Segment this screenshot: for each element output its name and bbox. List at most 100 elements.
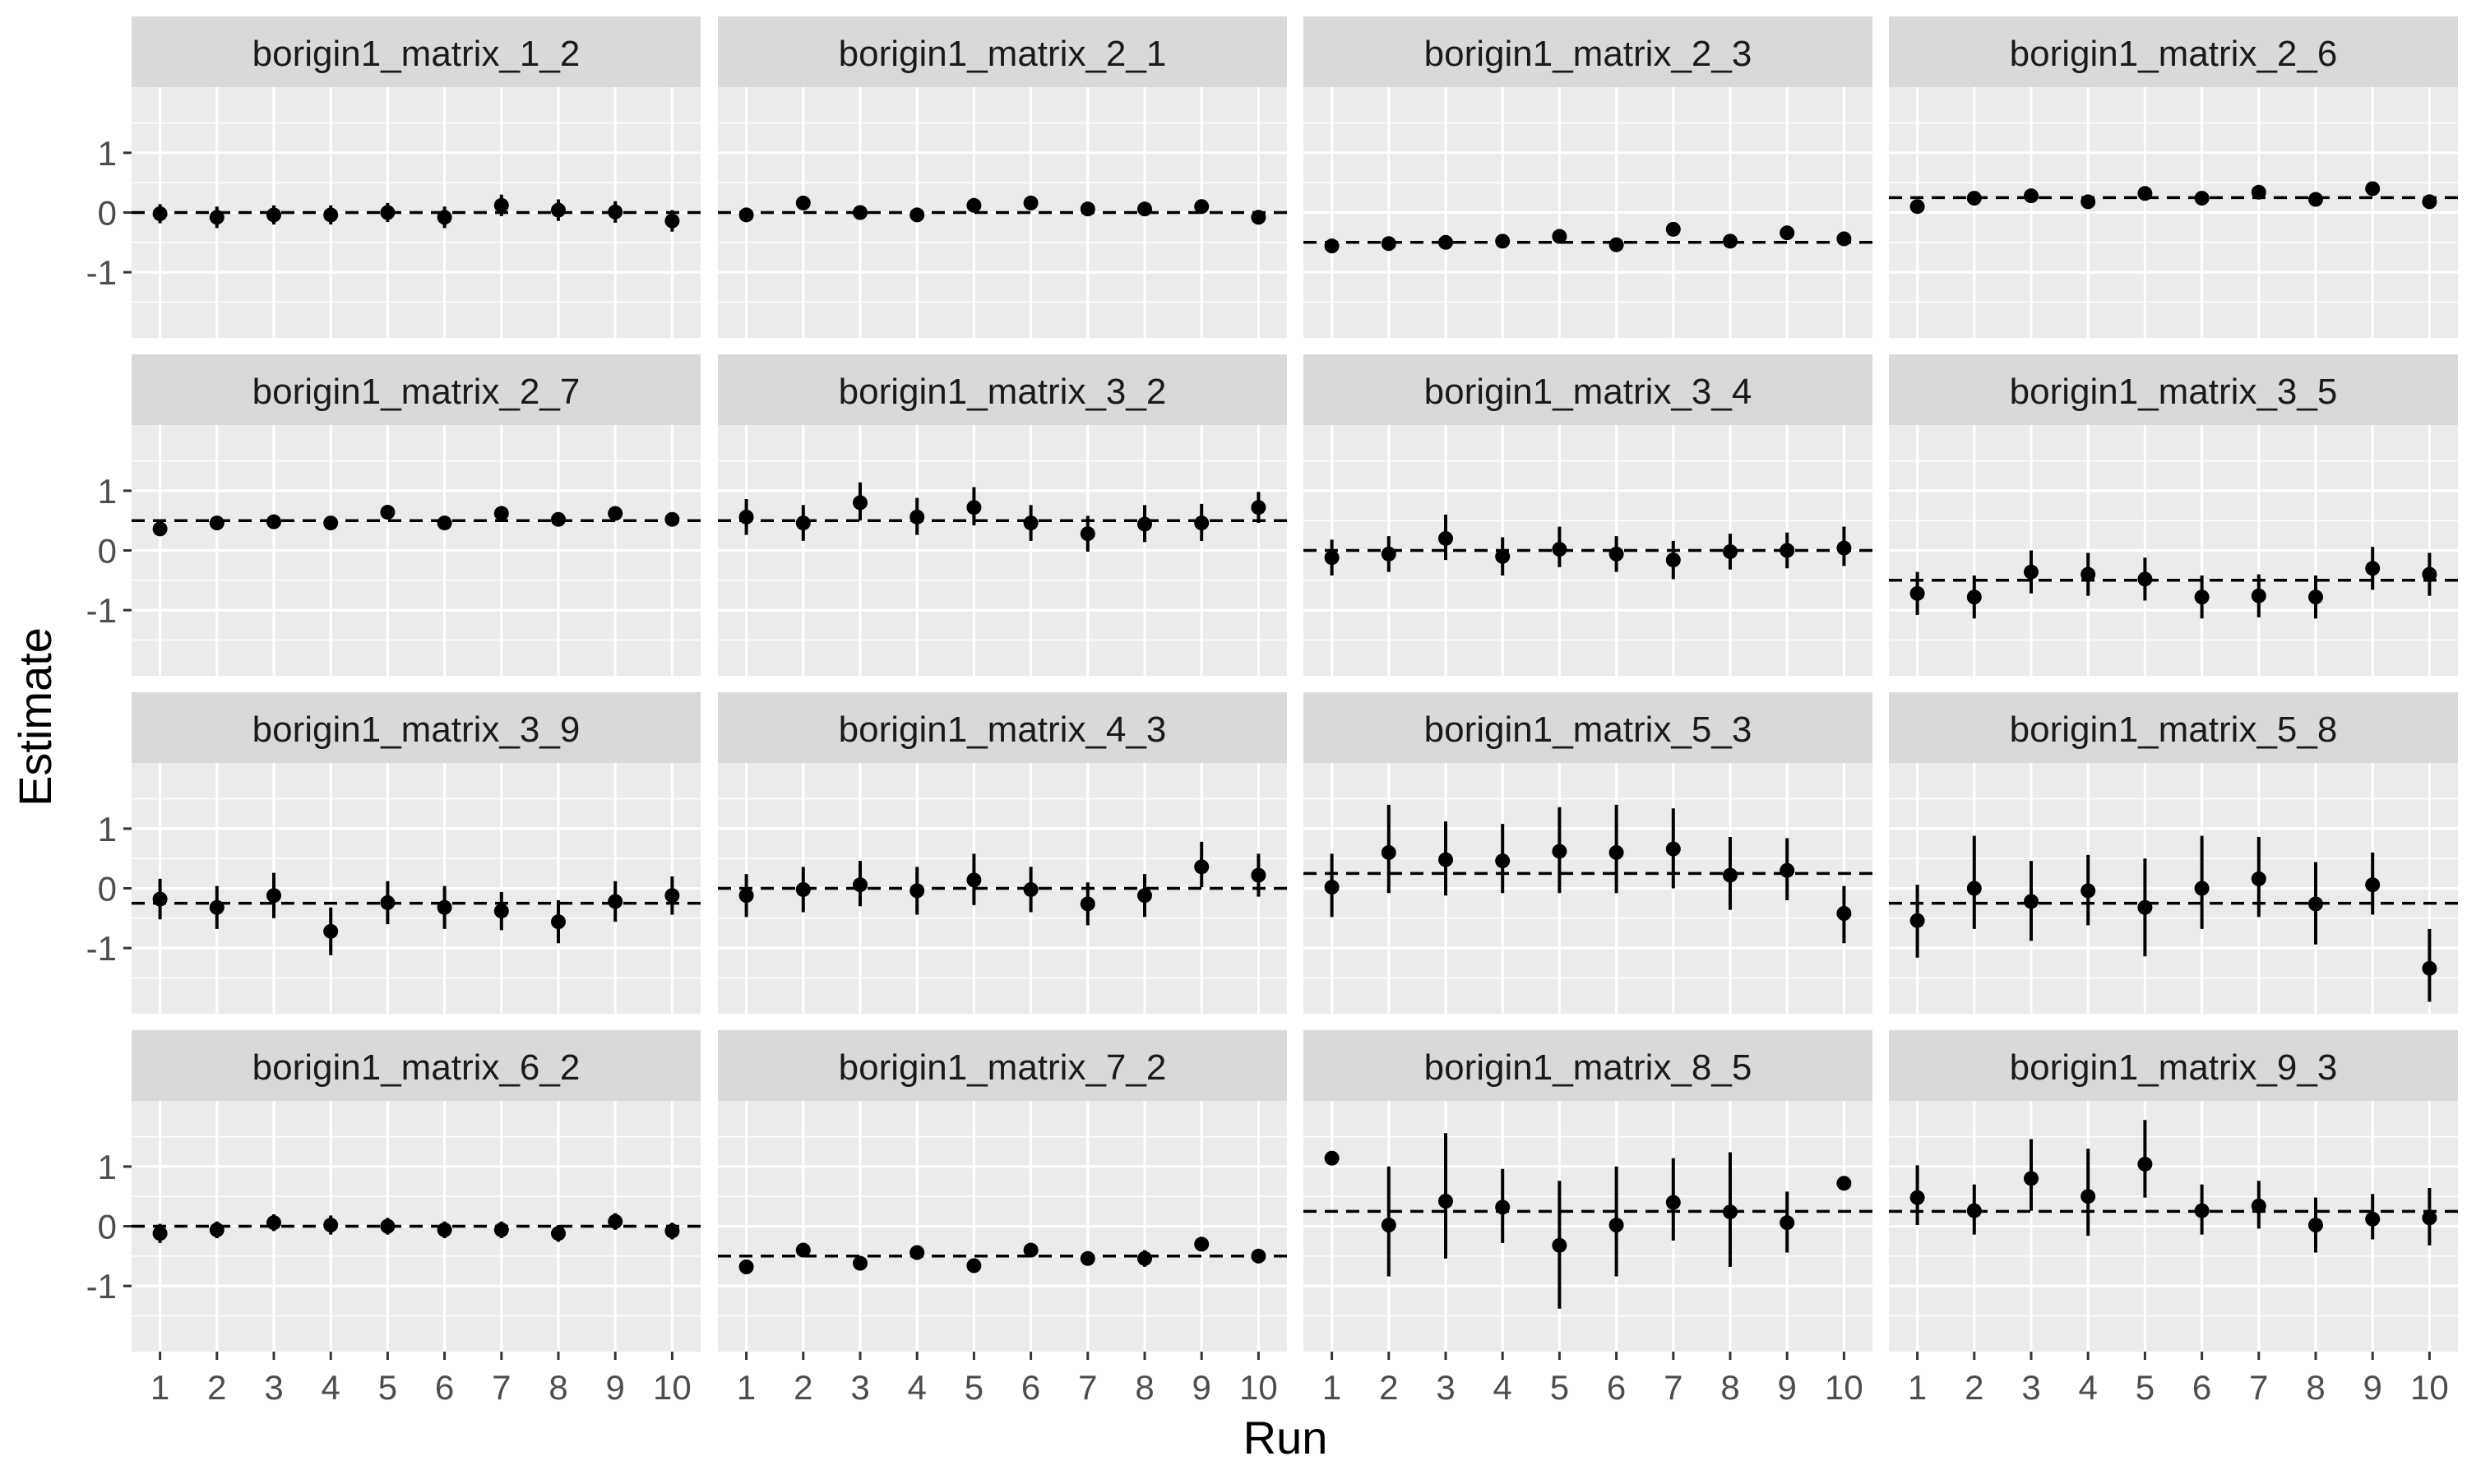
x-tick-label: 10	[1239, 1368, 1278, 1407]
facet-strip	[132, 1030, 701, 1101]
estimate-point	[2194, 881, 2210, 896]
estimate-point	[2365, 181, 2381, 196]
estimate-point	[910, 207, 925, 223]
estimate-point	[1723, 233, 1738, 249]
x-tick-label: 1	[1322, 1368, 1341, 1407]
estimate-point	[1723, 867, 1738, 883]
y-tick-label: -1	[86, 929, 117, 968]
x-tick-label: 7	[492, 1368, 511, 1407]
estimate-point	[2024, 564, 2039, 580]
facet-panel: borigin1_matrix_8_5 1 2 3 4 5 6 7 8 9 10	[1303, 1030, 1872, 1407]
facet-strip	[132, 692, 701, 763]
x-tick-label: 5	[1550, 1368, 1569, 1407]
x-tick-label: 7	[1078, 1368, 1097, 1407]
facet-panel: borigin1_matrix_7_2 1 2 3 4 5 6 7 8 9 10	[718, 1030, 1287, 1407]
estimate-point	[1608, 546, 1624, 562]
facet-title: borigin1_matrix_7_2	[839, 1047, 1167, 1088]
x-tick-label: 10	[1825, 1368, 1863, 1407]
estimate-point	[380, 505, 396, 520]
estimate-point	[152, 1226, 168, 1241]
estimate-point	[1023, 195, 1039, 210]
estimate-point	[1381, 546, 1396, 562]
estimate-point	[2194, 589, 2210, 605]
y-tick-label: 0	[98, 870, 117, 908]
facet-title: borigin1_matrix_4_3	[839, 710, 1167, 750]
facet-strip	[1303, 16, 1872, 87]
estimate-point	[664, 511, 680, 527]
facets-layer: borigin1_matrix_1_210-1borigin1_matrix_2…	[86, 16, 2458, 1407]
estimate-point	[1137, 1251, 1152, 1266]
estimate-point	[2308, 1218, 2323, 1233]
estimate-point	[323, 515, 339, 531]
estimate-point	[1552, 542, 1567, 557]
estimate-point	[738, 509, 754, 525]
x-tick-label: 3	[264, 1368, 283, 1407]
estimate-point	[910, 509, 925, 525]
estimate-point	[966, 197, 982, 213]
estimate-point	[2194, 1203, 2210, 1218]
estimate-point	[266, 1215, 281, 1231]
estimate-point	[1080, 896, 1095, 912]
x-tick-label: 5	[378, 1368, 397, 1407]
estimate-point	[2422, 194, 2437, 210]
estimate-point	[1324, 880, 1340, 895]
estimate-point	[1194, 199, 1210, 215]
facet-strip	[1303, 1030, 1872, 1101]
x-tick-label: 5	[965, 1368, 984, 1407]
facet-strip	[718, 16, 1287, 87]
facet-strip	[1889, 16, 2458, 87]
y-tick-label: 1	[98, 134, 117, 173]
estimate-point	[1194, 515, 1210, 531]
estimate-point	[437, 210, 452, 225]
facet-title: borigin1_matrix_6_2	[252, 1047, 581, 1088]
estimate-point	[2422, 960, 2437, 976]
facet-title: borigin1_matrix_2_3	[1424, 34, 1752, 74]
estimate-point	[1438, 1194, 1453, 1209]
estimate-point	[1836, 231, 1852, 247]
estimate-point	[2365, 877, 2381, 893]
estimate-point	[2137, 1156, 2153, 1172]
facet-panel: borigin1_matrix_4_3	[718, 692, 1287, 1014]
x-axis-title: Run	[1243, 1412, 1328, 1463]
estimate-point	[266, 514, 281, 529]
facet-strip	[1889, 354, 2458, 425]
facet-title: borigin1_matrix_2_1	[839, 34, 1167, 74]
estimate-point	[1438, 852, 1453, 867]
estimate-point	[2308, 896, 2323, 912]
estimate-point	[1836, 540, 1852, 556]
facet-panel: borigin1_matrix_2_1	[718, 16, 1287, 338]
estimate-point	[2365, 1211, 2381, 1227]
estimate-point	[1723, 543, 1738, 559]
y-tick-label: 0	[98, 194, 117, 233]
y-tick-label: -1	[86, 1267, 117, 1306]
estimate-point	[1381, 844, 1396, 860]
estimate-point	[1495, 233, 1511, 249]
facet-strip	[718, 1030, 1287, 1101]
estimate-point	[664, 888, 680, 904]
estimate-point	[1909, 585, 1925, 601]
x-tick-label: 1	[737, 1368, 756, 1407]
facet-panel: borigin1_matrix_1_2 1 0 -1	[86, 16, 701, 338]
facet-strip	[1889, 1030, 2458, 1101]
x-tick-label: 10	[2410, 1368, 2449, 1407]
estimate-point	[437, 1222, 452, 1237]
estimate-point	[266, 888, 281, 904]
estimate-point	[2194, 191, 2210, 206]
estimate-point	[2081, 1189, 2096, 1204]
estimate-point	[1665, 221, 1681, 237]
facet-strip	[718, 354, 1287, 425]
estimate-point	[209, 1222, 224, 1237]
facet-panel: borigin1_matrix_2_6	[1889, 16, 2458, 338]
facet-title: borigin1_matrix_8_5	[1424, 1047, 1752, 1088]
estimate-point	[2251, 184, 2266, 200]
estimate-point	[2081, 194, 2096, 210]
estimate-point	[551, 1226, 566, 1241]
facet-panel: borigin1_matrix_3_9 1 0 -1	[86, 692, 701, 1014]
estimate-point	[1608, 1218, 1624, 1233]
estimate-point	[1836, 906, 1852, 921]
estimate-point	[1251, 500, 1266, 515]
x-tick-label: 3	[2021, 1368, 2040, 1407]
estimate-point	[493, 197, 509, 213]
x-tick-label: 8	[1135, 1368, 1154, 1407]
